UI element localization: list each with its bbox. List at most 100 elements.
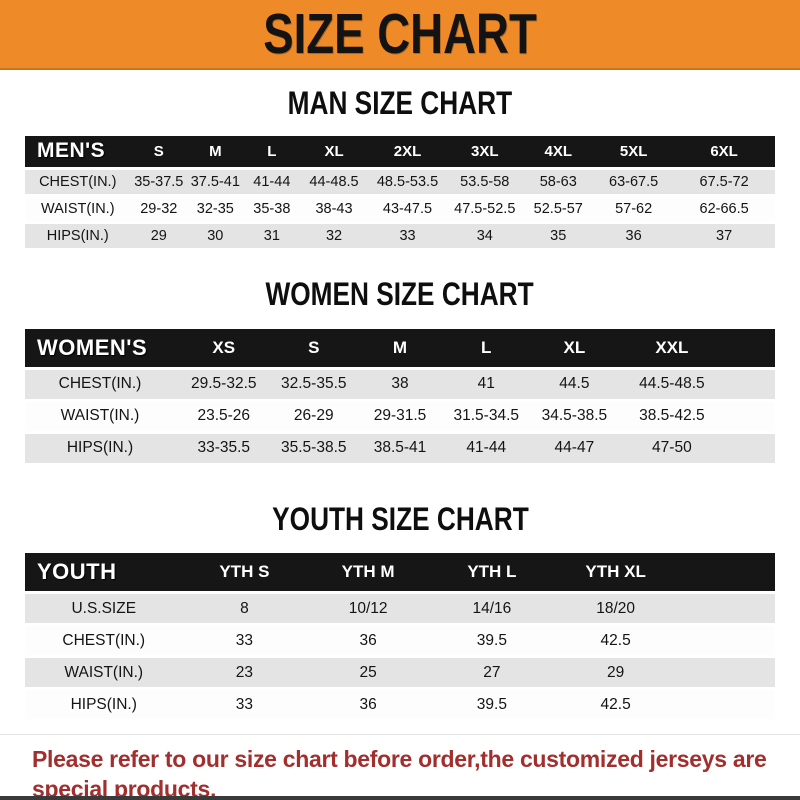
table-corner-label: WOMEN'S — [25, 328, 175, 367]
column-header: 4XL — [522, 135, 595, 167]
header-spacer — [722, 328, 775, 367]
value-cell: 44-47 — [527, 433, 622, 463]
value-cell: 35 — [522, 223, 595, 248]
men-section-title: MAN SIZE CHART — [287, 85, 513, 121]
value-cell: 38-43 — [300, 196, 368, 221]
value-cell: 53.5-58 — [447, 169, 523, 194]
value-cell: 38.5-41 — [355, 433, 445, 463]
value-cell: 32-35 — [187, 196, 244, 221]
value-cell: 43-47.5 — [367, 196, 448, 221]
value-cell: 33 — [367, 223, 448, 248]
column-header: M — [187, 135, 244, 167]
men-section-heading: MAN SIZE CHART — [0, 85, 800, 122]
column-header: L — [243, 135, 301, 167]
value-cell: 67.5-72 — [673, 169, 775, 194]
value-cell: 63-67.5 — [594, 169, 674, 194]
row-label: HIPS(IN.) — [25, 433, 175, 463]
value-cell: 32.5-35.5 — [272, 369, 355, 399]
table-header-row: WOMEN'S XS S M L XL XXL — [25, 328, 775, 367]
value-cell: 39.5 — [430, 690, 554, 720]
table-row: WAIST(IN.) 29-32 32-35 35-38 38-43 43-47.5 47.… — [25, 196, 775, 221]
value-cell: 44.5 — [527, 369, 622, 399]
section-men: MAN SIZE CHART MEN'S S M L XL 2XL 3XL 4XL 5XL 6XL… — [0, 70, 800, 251]
women-size-table: WOMEN'S XS S M L XL XXL CHEST(IN.) 29.5-32.5 32.5… — [0, 326, 800, 466]
row-label: CHEST(IN.) — [25, 626, 183, 656]
column-header: M — [355, 328, 445, 367]
row-spacer — [677, 658, 775, 688]
value-cell: 10/12 — [306, 594, 430, 624]
column-header: YTH M — [306, 553, 430, 592]
value-cell: 47.5-52.5 — [447, 196, 523, 221]
value-cell: 8 — [182, 594, 307, 624]
column-header: XS — [175, 328, 273, 367]
row-spacer — [722, 433, 775, 463]
value-cell: 31 — [243, 223, 301, 248]
row-spacer — [722, 401, 775, 431]
value-cell: 34 — [447, 223, 523, 248]
section-youth: YOUTH SIZE CHART YOUTH YTH S YTH M YTH L YTH… — [0, 466, 800, 723]
value-cell: 29 — [130, 223, 188, 248]
value-cell: 34.5-38.5 — [527, 401, 622, 431]
men-size-table: MEN'S S M L XL 2XL 3XL 4XL 5XL 6XL CHEST(IN.) 35-37… — [0, 133, 800, 251]
value-cell: 33 — [182, 626, 307, 656]
value-cell: 29.5-32.5 — [175, 369, 273, 399]
value-cell: 41 — [445, 369, 528, 399]
footer-note: Please refer to our size chart before or… — [0, 734, 800, 800]
bottom-border-line — [0, 796, 800, 800]
value-cell: 42.5 — [553, 626, 678, 656]
value-cell: 48.5-53.5 — [367, 169, 448, 194]
value-cell: 35.5-38.5 — [272, 433, 355, 463]
column-header: XL — [300, 135, 368, 167]
value-cell: 37.5-41 — [187, 169, 244, 194]
column-header: L — [445, 328, 528, 367]
row-label: WAIST(IN.) — [25, 401, 175, 431]
value-cell: 58-63 — [522, 169, 595, 194]
column-header: YTH XL — [553, 553, 678, 592]
women-section-title: WOMEN SIZE CHART — [265, 275, 535, 312]
value-cell: 42.5 — [553, 690, 678, 720]
column-header: S — [130, 135, 188, 167]
value-cell: 35-38 — [243, 196, 301, 221]
header-spacer — [677, 553, 775, 592]
value-cell: 23.5-26 — [175, 401, 273, 431]
column-header: S — [272, 328, 355, 367]
table-header-row: YOUTH YTH S YTH M YTH L YTH XL — [25, 553, 775, 592]
value-cell: 29-32 — [130, 196, 188, 221]
value-cell: 32 — [300, 223, 368, 248]
value-cell: 30 — [187, 223, 244, 248]
value-cell: 47-50 — [621, 433, 723, 463]
table-row: WAIST(IN.) 23 25 27 29 — [25, 658, 775, 688]
column-header: XL — [527, 328, 622, 367]
row-spacer — [722, 369, 775, 399]
section-women: WOMEN SIZE CHART WOMEN'S XS S M L XL XXL CHEST(… — [0, 251, 800, 466]
value-cell: 25 — [306, 658, 430, 688]
table-row: WAIST(IN.) 23.5-26 26-29 29-31.5 31.5-34.5 34… — [25, 401, 775, 431]
row-spacer — [677, 594, 775, 624]
column-header: YTH S — [182, 553, 307, 592]
size-table: MEN'S S M L XL 2XL 3XL 4XL 5XL 6XL CHEST(IN.) 35-37… — [25, 133, 775, 251]
value-cell: 14/16 — [430, 594, 554, 624]
banner-title: SIZE CHART — [263, 1, 537, 66]
value-cell: 33-35.5 — [175, 433, 273, 463]
value-cell: 57-62 — [594, 196, 674, 221]
value-cell: 44.5-48.5 — [621, 369, 723, 399]
size-table: WOMEN'S XS S M L XL XXL CHEST(IN.) 29.5-32.5 32.5… — [25, 326, 775, 466]
row-label: CHEST(IN.) — [25, 169, 131, 194]
value-cell: 33 — [182, 690, 307, 720]
value-cell: 41-44 — [445, 433, 528, 463]
table-row: CHEST(IN.) 35-37.5 37.5-41 41-44 44-48.5 48.5… — [25, 169, 775, 194]
table-row: HIPS(IN.) 33 36 39.5 42.5 — [25, 690, 775, 720]
row-label: WAIST(IN.) — [25, 196, 131, 221]
value-cell: 36 — [306, 626, 430, 656]
value-cell: 23 — [182, 658, 307, 688]
column-header: 5XL — [594, 135, 674, 167]
youth-section-heading: YOUTH SIZE CHART — [0, 501, 800, 538]
row-label: CHEST(IN.) — [25, 369, 175, 399]
row-label: U.S.SIZE — [25, 594, 183, 624]
column-header: 2XL — [367, 135, 448, 167]
column-header: 3XL — [447, 135, 523, 167]
value-cell: 35-37.5 — [130, 169, 188, 194]
value-cell: 52.5-57 — [522, 196, 595, 221]
value-cell: 39.5 — [430, 626, 554, 656]
